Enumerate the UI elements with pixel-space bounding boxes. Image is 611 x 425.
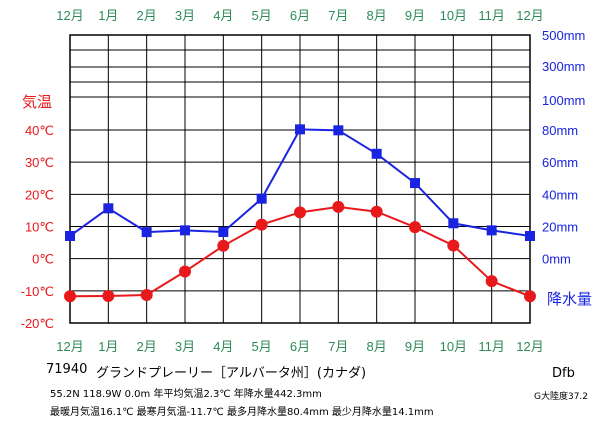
- temperature-point: [370, 205, 383, 218]
- month-label-top: 5月: [252, 8, 272, 23]
- month-label-top: 7月: [328, 8, 348, 23]
- month-label-bottom: 4月: [213, 339, 233, 354]
- temperature-tick-label: 20℃: [25, 187, 54, 202]
- month-label-top: 1月: [98, 8, 118, 23]
- precipitation-point: [410, 178, 420, 189]
- precipitation-tick-label: 0mm: [542, 252, 571, 267]
- month-label-top: 12月: [56, 8, 83, 23]
- month-label-top: 6月: [290, 8, 310, 23]
- bottom-month-labels: 12月 1月 2月 3月 4月 5月 6月 7月 8月 9月 10月 11月 12月: [56, 339, 543, 354]
- precipitation-point: [256, 193, 267, 204]
- month-label-top: 4月: [213, 8, 233, 23]
- temperature-tick-label: 10℃: [25, 220, 54, 235]
- precipitation-series: [65, 124, 535, 241]
- precipitation-upper-label: 500mm: [542, 28, 585, 43]
- station-name: グランドプレーリー［アルバータ州］(カナダ): [96, 366, 367, 381]
- precipitation-point: [448, 218, 459, 229]
- temperature-tick-labels: 40℃ 30℃ 20℃ 10℃ 0℃ -10℃ -20℃: [21, 123, 54, 331]
- month-label-top: 2月: [137, 8, 157, 23]
- precipitation-point: [486, 225, 497, 236]
- precipitation-point: [333, 125, 344, 136]
- precipitation-axis-title: 降水量: [547, 291, 592, 308]
- temperature-axis-title: 気温: [22, 94, 52, 111]
- precipitation-point: [141, 227, 152, 238]
- temperature-series: [64, 200, 536, 303]
- precipitation-upper-label: 300mm: [542, 59, 585, 74]
- extremes-line: 最暖月気温16.1℃ 最寒月気温-11.7℃ 最多月降水量80.4mm 最少月降…: [50, 407, 434, 418]
- precipitation-tick-label: 80mm: [542, 123, 578, 138]
- temperature-tick-label: 40℃: [25, 123, 54, 138]
- temperature-tick-label: -20℃: [21, 316, 54, 331]
- month-label-bottom: 6月: [290, 339, 310, 354]
- plot-frame: [69, 34, 531, 324]
- temperature-point: [447, 239, 460, 252]
- top-month-labels: 12月 1月 2月 3月 4月 5月 6月 7月 8月 9月 10月 11月 12月: [56, 8, 543, 23]
- temperature-point: [102, 289, 115, 302]
- month-label-bottom: 7月: [328, 339, 348, 354]
- temperature-point: [524, 290, 536, 303]
- climate-class: Dfb: [552, 366, 575, 381]
- month-label-top: 11月: [478, 8, 505, 23]
- precipitation-tick-label: 60mm: [542, 155, 578, 170]
- month-label-bottom: 2月: [137, 339, 157, 354]
- month-label-bottom: 12月: [516, 339, 543, 354]
- precipitation-tick-labels: 500mm 300mm 100mm 80mm 60mm 40mm 20mm 0mm: [542, 28, 585, 267]
- month-label-bottom: 8月: [367, 339, 387, 354]
- precipitation-point: [103, 203, 114, 214]
- temperature-point: [332, 200, 345, 213]
- month-label-top: 9月: [405, 8, 425, 23]
- month-label-top: 10月: [440, 8, 467, 23]
- precipitation-upper-label: 100mm: [542, 93, 585, 108]
- temperature-point: [64, 290, 76, 303]
- temperature-point: [140, 289, 153, 302]
- month-label-bottom: 11月: [478, 339, 505, 354]
- temperature-point: [294, 206, 306, 219]
- temperature-point: [409, 221, 421, 234]
- precipitation-point: [65, 230, 75, 241]
- koppen-note: G大陸度37.2: [534, 392, 589, 402]
- station-stats-line: 55.2N 118.9W 0.0m 年平均気温2.3℃ 年降水量442.3mm: [50, 389, 322, 400]
- grid: [69, 34, 531, 324]
- temperature-tick-label: -10℃: [21, 284, 54, 299]
- precipitation-tick-label: 20mm: [542, 220, 578, 235]
- precipitation-point: [218, 226, 229, 237]
- month-label-bottom: 1月: [98, 339, 118, 354]
- temperature-point: [255, 218, 268, 231]
- precipitation-tick-label: 40mm: [542, 187, 578, 202]
- station-id: 71940: [46, 362, 88, 377]
- month-label-top: 12月: [516, 8, 543, 23]
- month-label-bottom: 12月: [56, 339, 83, 354]
- month-label-bottom: 9月: [405, 339, 425, 354]
- temperature-point: [179, 265, 191, 278]
- temperature-point: [217, 239, 230, 252]
- month-label-bottom: 10月: [440, 339, 467, 354]
- month-label-top: 3月: [175, 8, 195, 23]
- precipitation-point: [180, 225, 190, 236]
- precipitation-point: [371, 148, 382, 159]
- temperature-point: [485, 275, 498, 288]
- month-label-bottom: 3月: [175, 339, 195, 354]
- temperature-tick-label: 30℃: [25, 155, 54, 170]
- temperature-tick-label: 0℃: [32, 252, 54, 267]
- precipitation-point: [295, 124, 305, 135]
- month-label-bottom: 5月: [252, 339, 272, 354]
- month-label-top: 8月: [367, 8, 387, 23]
- precipitation-point: [525, 230, 535, 241]
